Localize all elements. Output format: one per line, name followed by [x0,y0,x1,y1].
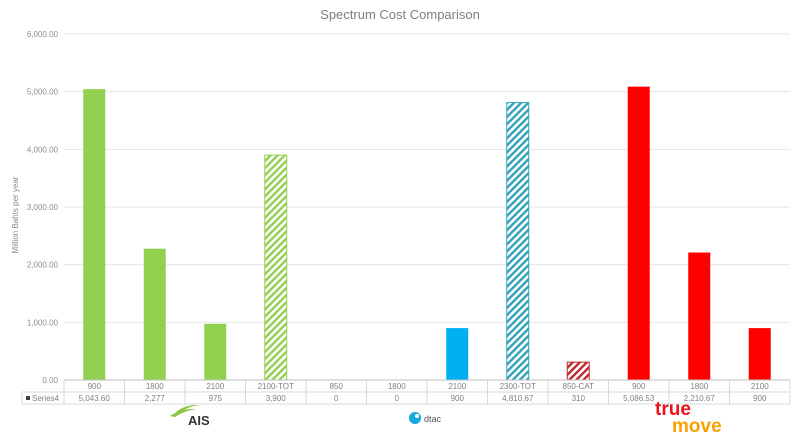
data-value-label: 310 [572,394,586,403]
y-axis-ticks: 0.00 1,000.00 2,000.00 3,000.00 4,000.00 5,00… [27,30,59,385]
series-legend-key [26,396,30,400]
y-axis-label: Million Bahts per year [11,176,20,253]
data-value-label: 2,277 [145,394,166,403]
x-category-label: 2100 [206,382,224,391]
y-tick-label: 3,000.00 [27,203,59,212]
truemove-logo: true move [655,399,722,434]
x-category-label: 2100 [448,382,466,391]
bars [83,86,771,381]
data-table: Series4 900 5,043.60 1800 2,277 2100 975 2100-T… [21,379,791,405]
x-category-label: 2300-TOT [500,382,536,391]
x-category-label: 2100-TOT [258,382,294,391]
x-category-label: 1800 [388,382,406,391]
data-value-label: 4,810.67 [502,394,534,403]
dtac-logo: dtac [409,412,442,424]
data-value-label: 2,210.67 [684,394,716,403]
truemove-logo-move: move [672,416,722,434]
data-value-label: 900 [451,394,465,403]
y-tick-label: 6,000.00 [27,30,59,39]
gridlines [64,33,790,381]
ais-logo-text: AIS [188,413,210,428]
data-value-label: 0 [395,394,400,403]
x-category-label: 1800 [690,382,708,391]
data-value-label: 3,900 [266,394,287,403]
y-tick-label: 0.00 [42,376,58,385]
bar-2300-tot [506,102,530,381]
ais-logo: AIS [170,404,210,428]
bar-850-cat [566,361,590,381]
x-category-label: 900 [632,382,646,391]
y-tick-label: 5,000.00 [27,88,59,97]
x-category-label: 1800 [146,382,164,391]
data-value-label: 5,043.60 [79,394,111,403]
y-tick-label: 2,000.00 [27,261,59,270]
y-tick-label: 4,000.00 [27,145,59,154]
bar-900 [627,86,650,381]
bar-1800 [143,248,166,380]
truemove-logo-true: true [655,399,691,420]
bar-900 [83,89,106,380]
x-category-label: 850-CAT [563,382,595,391]
series-name-label: Series4 [32,394,60,403]
dtac-symbol-dot [415,414,419,418]
bar-1800 [688,252,711,380]
data-value-label: 5,086.53 [623,394,655,403]
bar-2100 [748,328,771,380]
x-category-label: 900 [88,382,102,391]
data-value-label: 900 [753,394,767,403]
data-value-label: 975 [209,394,223,403]
data-value-label: 0 [334,394,339,403]
x-category-label: 850 [330,382,344,391]
bar-2100 [446,328,469,380]
y-tick-label: 1,000.00 [27,318,59,327]
bar-2100-tot [264,154,288,381]
dtac-logo-text: dtac [424,414,442,424]
dtac-symbol-icon [409,412,421,424]
ais-swoosh-icon-2 [170,408,196,417]
chart-title: Spectrum Cost Comparison [320,7,480,22]
x-category-label: 2100 [751,382,769,391]
bar-2100 [204,323,227,380]
